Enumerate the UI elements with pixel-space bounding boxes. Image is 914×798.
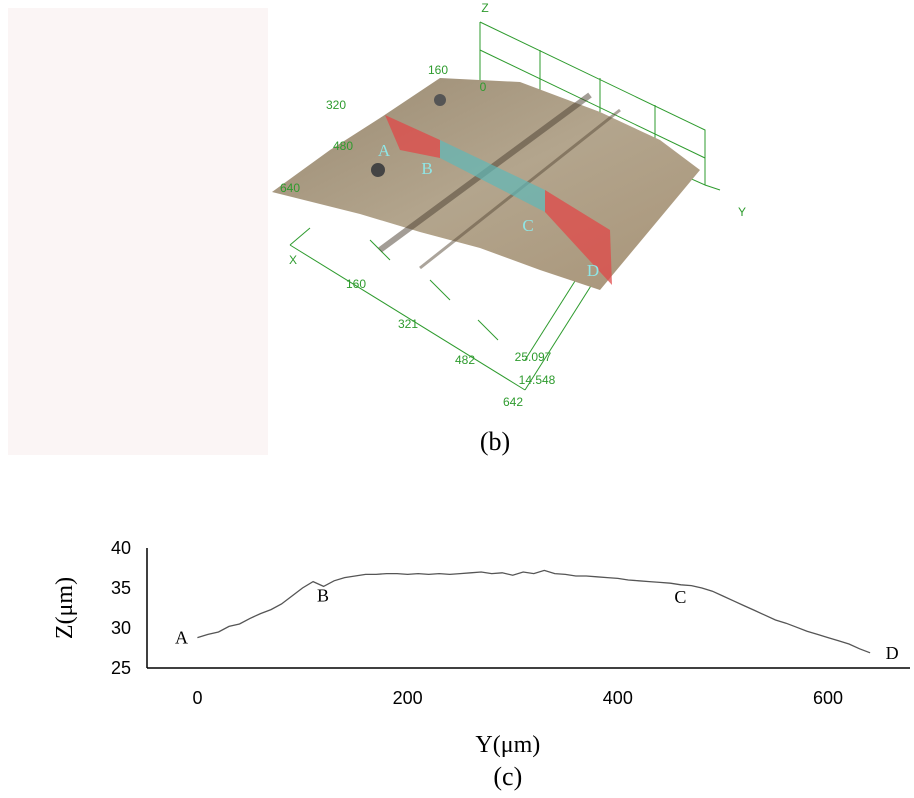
x-tick: 480 [333, 139, 353, 153]
z-tick: 14.548 [519, 373, 556, 387]
point-label: D [587, 261, 599, 280]
point-label: B [421, 159, 432, 178]
x-axis-label: Y(μm) [475, 732, 540, 758]
z-axis-label: Z [481, 1, 488, 15]
point-label: C [522, 216, 533, 235]
y-tick-label: 40 [111, 538, 131, 558]
blank-panel [8, 8, 268, 455]
caption: (b) [480, 427, 510, 456]
y-axis-label: Y [738, 205, 746, 219]
y-tick: 160 [428, 63, 448, 77]
point-annotation: D [886, 643, 899, 663]
x-tick-label: 200 [393, 688, 423, 708]
z-tick: 25.097 [515, 350, 552, 364]
x-tick: 640 [280, 181, 300, 195]
x-tick: 160 [346, 277, 366, 291]
surface-view: Z 160 0 320 480 640 X Y 160 321 482 642 … [272, 1, 746, 409]
point-annotation: A [175, 628, 188, 648]
x-tick: 321 [398, 317, 418, 331]
point-annotation: C [674, 587, 686, 607]
figure: Z 160 0 320 480 640 X Y 160 321 482 642 … [0, 0, 914, 798]
y-tick-label: 30 [111, 618, 131, 638]
y-tick: 0 [480, 80, 487, 94]
x-tick-label: 400 [603, 688, 633, 708]
x-axis-label: X [289, 253, 297, 267]
caption: (c) [493, 762, 522, 791]
y-axis-label: Z(μm) [52, 577, 78, 639]
y-tick-label: 35 [111, 578, 131, 598]
x-tick: 482 [455, 353, 475, 367]
x-tick: 642 [503, 395, 523, 409]
point-annotation: B [317, 586, 329, 606]
y-tick-label: 25 [111, 658, 131, 678]
point-label: A [378, 141, 391, 160]
x-tick-label: 0 [192, 688, 202, 708]
profile-line [197, 570, 870, 652]
x-tick-label: 600 [813, 688, 843, 708]
x-tick: 320 [326, 98, 346, 112]
